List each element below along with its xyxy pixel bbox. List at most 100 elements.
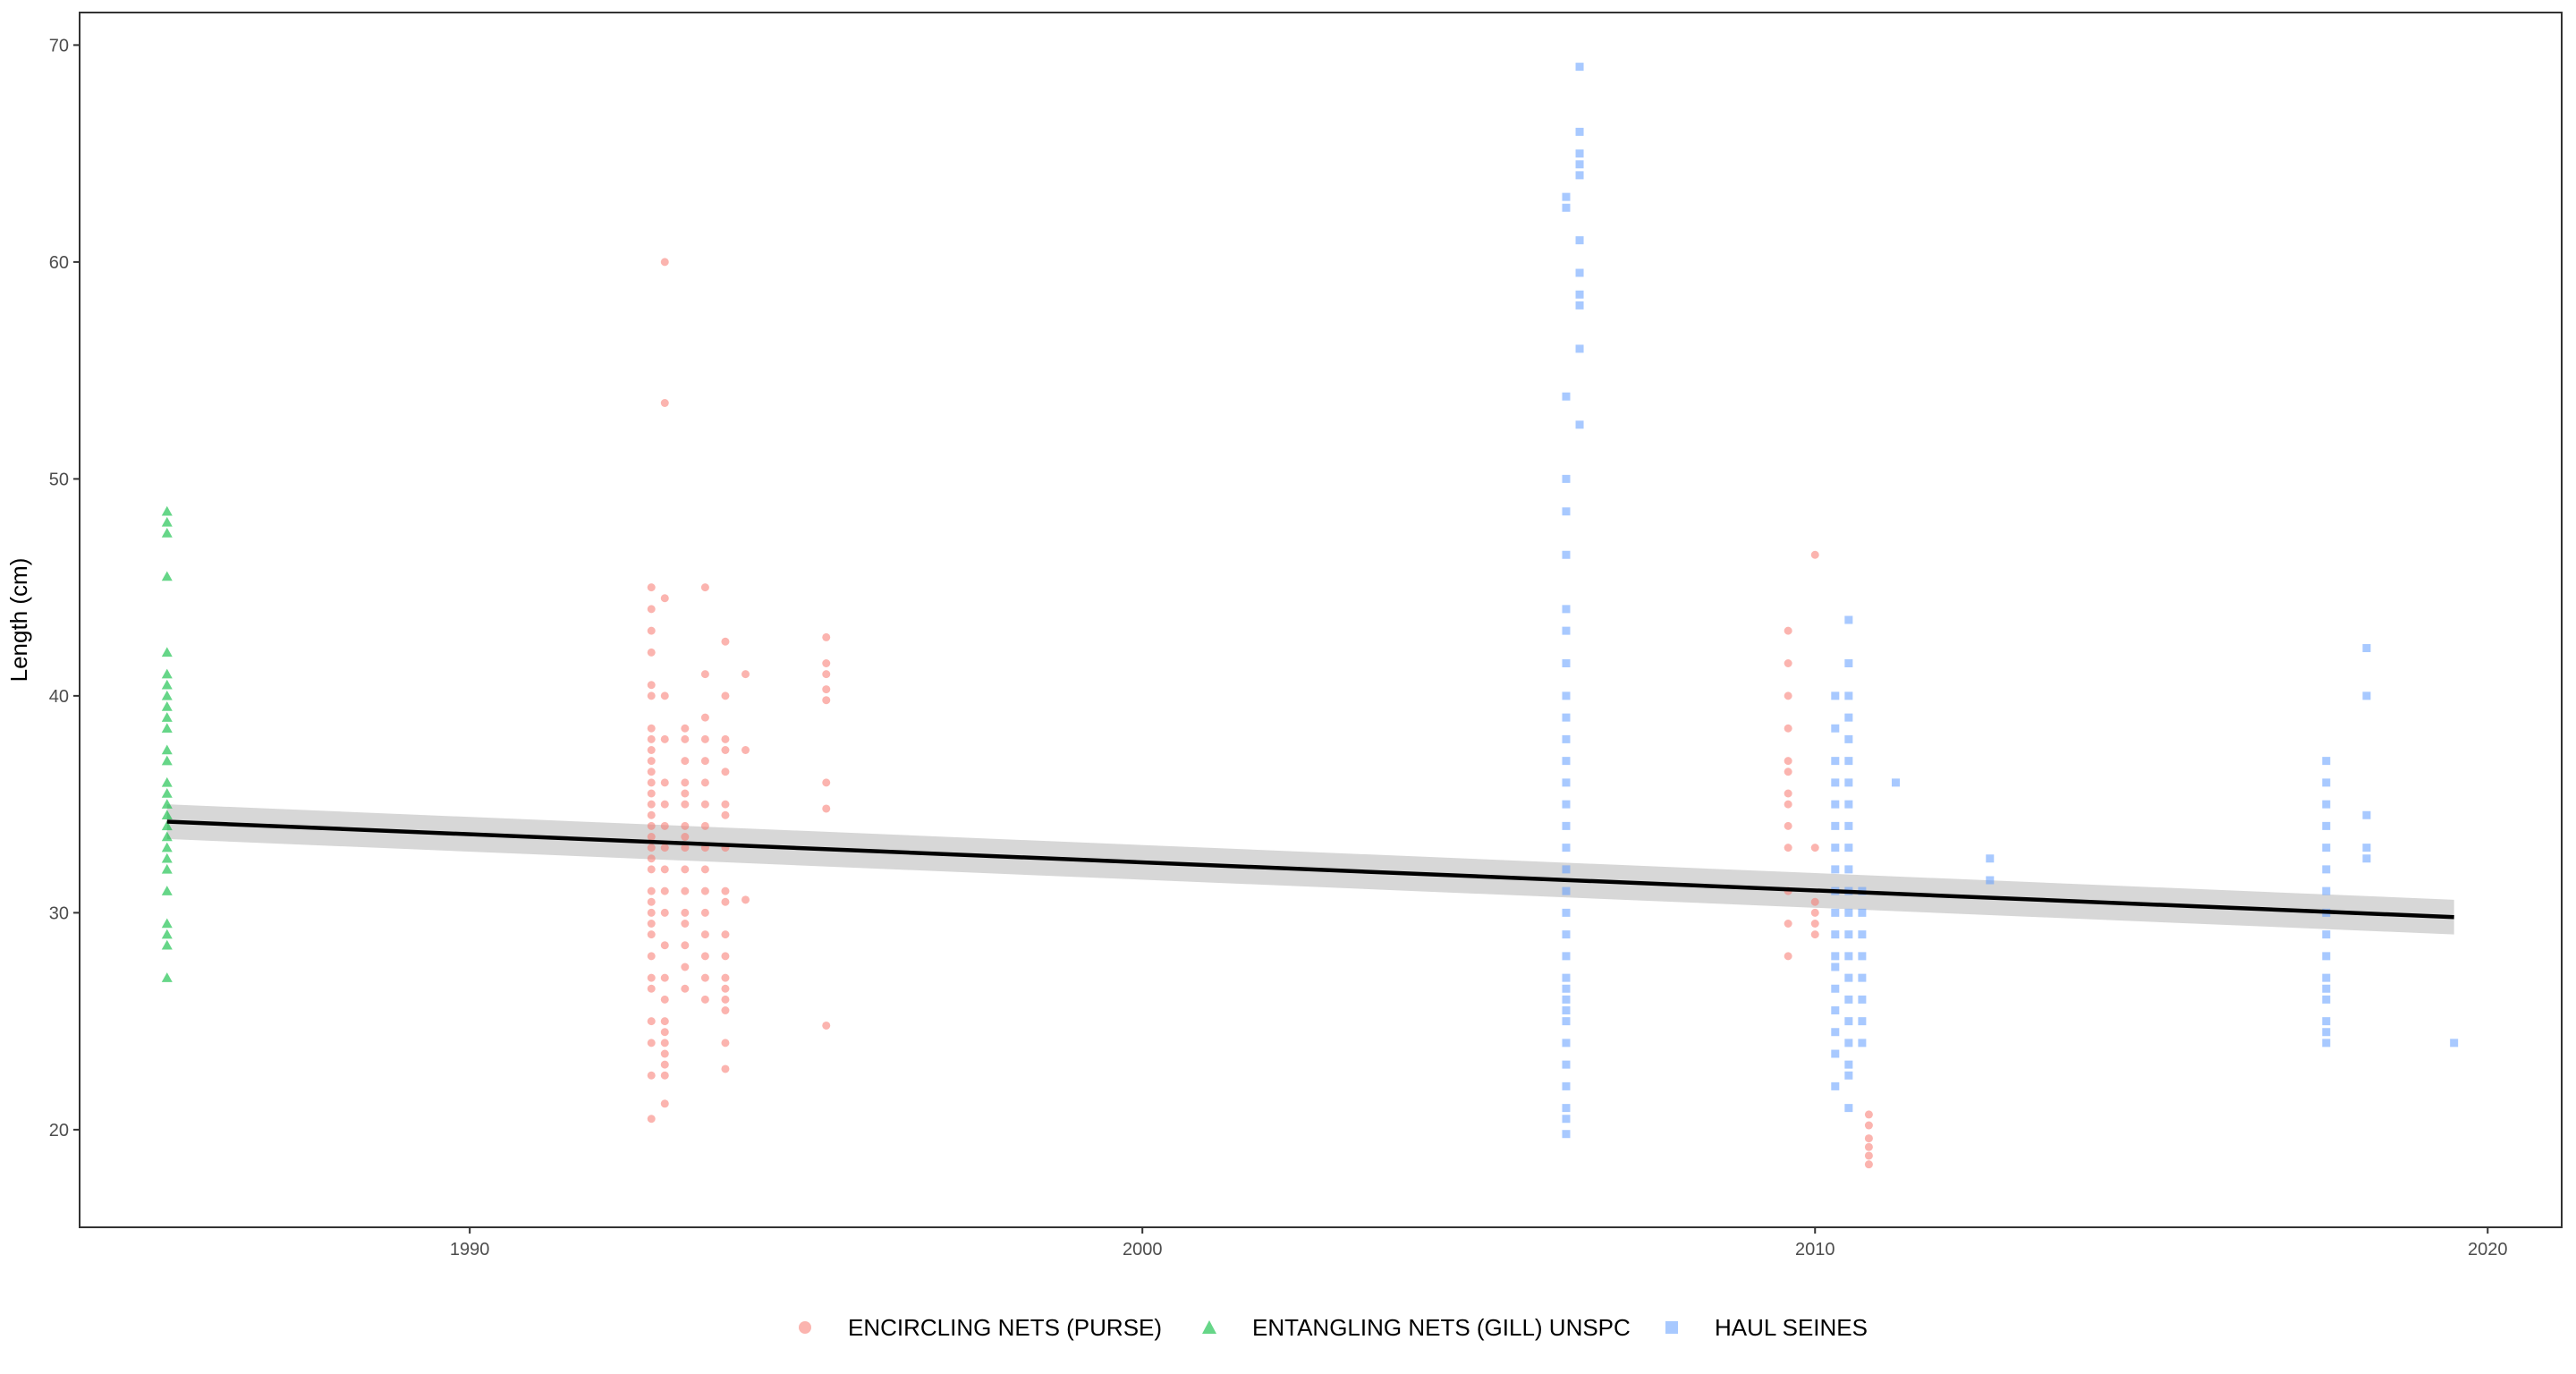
data-point	[161, 820, 173, 831]
data-point	[1844, 821, 1853, 830]
data-point	[1844, 908, 1853, 917]
data-point	[647, 1071, 656, 1080]
data-point	[681, 757, 690, 766]
data-point	[1844, 1104, 1853, 1113]
data-point	[647, 746, 656, 754]
data-point	[1844, 844, 1853, 852]
legend-label: ENTANGLING NETS (GILL) UNSPC	[1252, 1314, 1631, 1341]
data-point	[1784, 659, 1792, 667]
data-point	[161, 886, 173, 895]
data-point	[1864, 1151, 1873, 1160]
data-point	[647, 789, 656, 798]
data-point	[2362, 844, 2371, 852]
data-point	[161, 776, 173, 787]
data-point	[1831, 778, 1840, 787]
data-point	[1810, 908, 1819, 917]
data-point	[647, 821, 656, 830]
data-point	[2322, 973, 2331, 982]
data-point	[1891, 778, 1900, 787]
data-point	[1562, 984, 1571, 993]
data-point	[161, 939, 173, 950]
data-point	[1562, 865, 1571, 874]
data-point	[1831, 984, 1840, 993]
data-point	[647, 800, 656, 809]
data-point	[647, 833, 656, 841]
data-point	[822, 696, 831, 705]
data-point	[721, 637, 730, 646]
data-point	[1831, 930, 1840, 939]
data-point	[681, 789, 690, 798]
data-point	[2322, 821, 2331, 830]
data-point	[1562, 605, 1571, 614]
data-point	[1844, 930, 1853, 939]
y-tick-label: 70	[49, 36, 69, 55]
data-point	[700, 952, 709, 961]
data-point	[1562, 778, 1571, 787]
y-tick-label: 50	[49, 470, 69, 489]
data-point	[660, 886, 669, 895]
data-point	[660, 1071, 669, 1080]
data-point	[700, 886, 709, 895]
legend-item: ENCIRCLING NETS (PURSE)	[799, 1314, 1162, 1341]
data-point	[1831, 724, 1840, 733]
data-point	[2322, 844, 2331, 852]
data-point	[1575, 149, 1584, 158]
data-point	[647, 984, 656, 993]
data-point	[681, 800, 690, 809]
legend-key-circle	[799, 1321, 811, 1334]
data-point	[700, 821, 709, 830]
data-point	[1575, 301, 1584, 310]
data-point	[1844, 1039, 1853, 1047]
data-point	[681, 941, 690, 950]
data-point	[1831, 800, 1840, 809]
data-point	[1575, 344, 1584, 353]
data-point	[161, 842, 173, 852]
data-point	[1562, 1039, 1571, 1047]
data-point	[700, 670, 709, 679]
data-point	[647, 691, 656, 700]
data-point	[1831, 865, 1840, 874]
data-point	[721, 800, 730, 809]
data-point	[647, 626, 656, 635]
data-point	[161, 528, 173, 538]
data-point	[2362, 854, 2371, 863]
data-point	[700, 713, 709, 722]
data-point	[647, 1017, 656, 1026]
data-point	[1784, 920, 1792, 928]
data-point	[660, 1039, 669, 1047]
data-point	[1810, 550, 1819, 559]
data-point	[1858, 930, 1867, 939]
data-point	[161, 668, 173, 679]
data-point	[161, 505, 173, 516]
data-point	[1562, 659, 1571, 667]
plot-panel-border	[79, 12, 2563, 1228]
data-point	[1784, 626, 1792, 635]
data-point	[681, 908, 690, 917]
data-point	[647, 734, 656, 743]
y-axis: 20 30 40 50 60 70	[49, 36, 80, 1141]
data-point	[1562, 844, 1571, 852]
data-point	[1831, 757, 1840, 766]
data-point	[2362, 691, 2371, 700]
data-points-layer	[161, 63, 2459, 1169]
data-point	[681, 724, 690, 733]
data-point	[660, 865, 669, 874]
legend-label: HAUL SEINES	[1715, 1314, 1868, 1341]
data-point	[2450, 1039, 2459, 1047]
data-point	[1562, 192, 1571, 201]
data-point	[660, 1017, 669, 1026]
data-point	[700, 973, 709, 982]
data-point	[1858, 973, 1867, 982]
data-point	[1844, 778, 1853, 787]
data-point	[161, 679, 173, 690]
trend-line-layer	[166, 819, 2454, 920]
data-point	[822, 804, 831, 813]
data-point	[822, 659, 831, 667]
data-point	[721, 1064, 730, 1073]
data-point	[161, 690, 173, 700]
data-point	[1562, 626, 1571, 635]
data-point	[647, 908, 656, 917]
data-point	[161, 571, 173, 581]
trend-line	[166, 819, 2454, 920]
data-point	[1810, 844, 1819, 852]
